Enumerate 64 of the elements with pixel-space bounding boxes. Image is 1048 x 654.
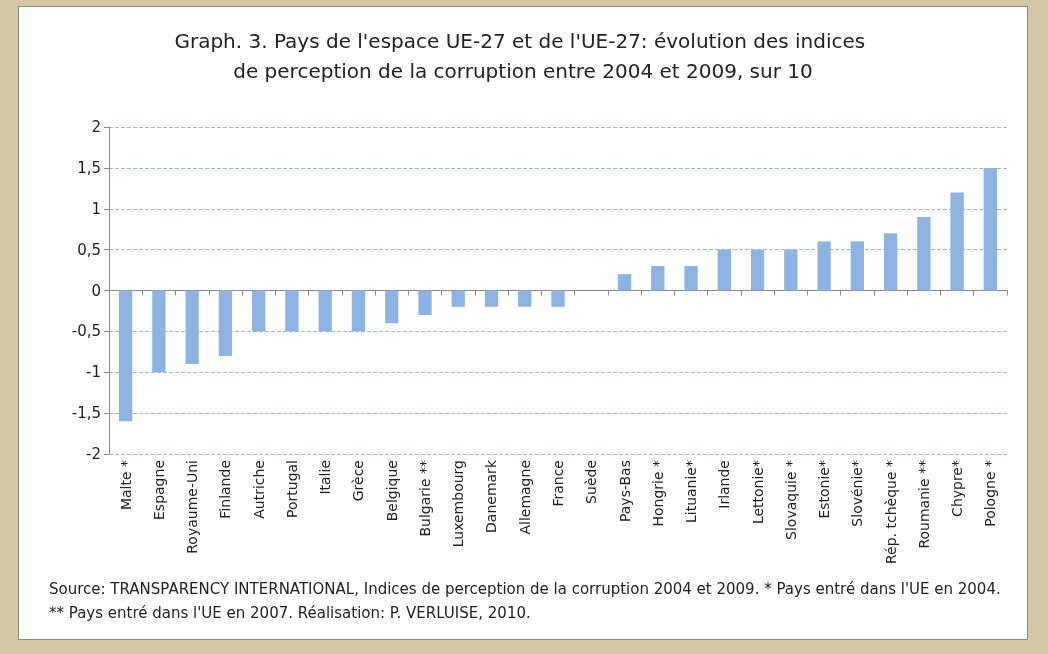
- bar: [218, 290, 233, 356]
- bar: [617, 274, 632, 291]
- y-tick-label: 0,5: [77, 240, 101, 259]
- x-tick-label: Espagne: [150, 460, 167, 520]
- y-tick-label: 2: [91, 118, 101, 136]
- bar: [983, 167, 998, 291]
- x-tick-label: Bulgarie **: [416, 460, 433, 537]
- x-tick-label: Rép. tchèque *: [882, 460, 899, 564]
- x-tick-label: Pologne *: [982, 460, 999, 527]
- x-tick-label: Pays-Bas: [616, 460, 633, 523]
- x-tick-label: Autriche: [250, 460, 267, 519]
- bar: [518, 290, 532, 307]
- y-tick-label: 1,5: [77, 158, 101, 177]
- bar: [318, 290, 332, 332]
- y-tick-label: -2: [86, 445, 101, 463]
- bar: [817, 241, 831, 291]
- bar: [118, 290, 133, 422]
- x-tick-label: Suède: [583, 460, 600, 504]
- y-tick-label: 0: [91, 281, 101, 300]
- source-note: Source: TRANSPARENCY INTERNATIONAL, Indices de perception de la corruption 2004 et 2009. * Pays entré dans l'UE en 2004. ** Pays entré dans l'UE en 2007. Réalisation: P. VERLUISE, 2010.: [49, 579, 1002, 624]
- bar: [917, 216, 931, 291]
- x-tick-label: Irlande: [716, 460, 733, 509]
- y-tick-label: 1: [91, 199, 101, 218]
- chart-title: Graph. 3. Pays de l'espace UE-27 et de l'UE-27: évolution des indices de perception de la corruption entre 2004 et 2009, sur 10: [174, 29, 872, 83]
- bar: [418, 290, 432, 316]
- bar: [883, 233, 898, 291]
- bar: [484, 290, 499, 307]
- x-tick-label: Belgique: [383, 460, 400, 522]
- x-tick-label: Royaume-Uni: [184, 460, 201, 554]
- x-tick-label: Chypre*: [949, 460, 966, 517]
- bar: [950, 192, 964, 291]
- bar: [551, 290, 565, 307]
- x-tick-label: Portugal: [283, 460, 300, 518]
- bar: [285, 290, 299, 332]
- bar: [784, 249, 798, 291]
- bar: [717, 249, 731, 291]
- x-tick-label: Grèce: [350, 460, 367, 502]
- bar: [651, 265, 665, 291]
- bar: [252, 290, 266, 332]
- y-tick-label: -1: [86, 363, 101, 382]
- x-tick-label: Allemagne: [516, 460, 533, 535]
- bar: [185, 290, 199, 365]
- x-tick-label: Finlande: [217, 460, 234, 519]
- x-tick-label: Malte *: [117, 460, 134, 511]
- x-tick-label: Slovaquie *: [782, 460, 799, 540]
- bar: [451, 290, 465, 307]
- bar: [385, 290, 399, 324]
- x-tick-label: Luxembourg: [450, 460, 467, 548]
- x-tick-label: Hongrie *: [649, 460, 666, 527]
- bar: [684, 265, 698, 291]
- y-tick-label: -0,5: [71, 322, 101, 341]
- x-tick-label: Italie: [317, 460, 334, 495]
- y-tick-label: -1,5: [71, 404, 101, 423]
- x-tick-label: Danemark: [483, 459, 500, 533]
- bar: [750, 249, 765, 291]
- x-tick-label: France: [550, 460, 566, 507]
- x-tick-label: Slovénie*: [849, 460, 866, 527]
- x-tick-label: Lettonie*: [749, 460, 766, 525]
- bar: [850, 241, 864, 291]
- x-tick-label: Estonie*: [816, 460, 833, 519]
- x-tick-label: Roumanie **: [915, 460, 932, 549]
- bar: [351, 290, 366, 332]
- x-tick-label: Lituanie*: [683, 460, 700, 524]
- bar: [152, 290, 166, 373]
